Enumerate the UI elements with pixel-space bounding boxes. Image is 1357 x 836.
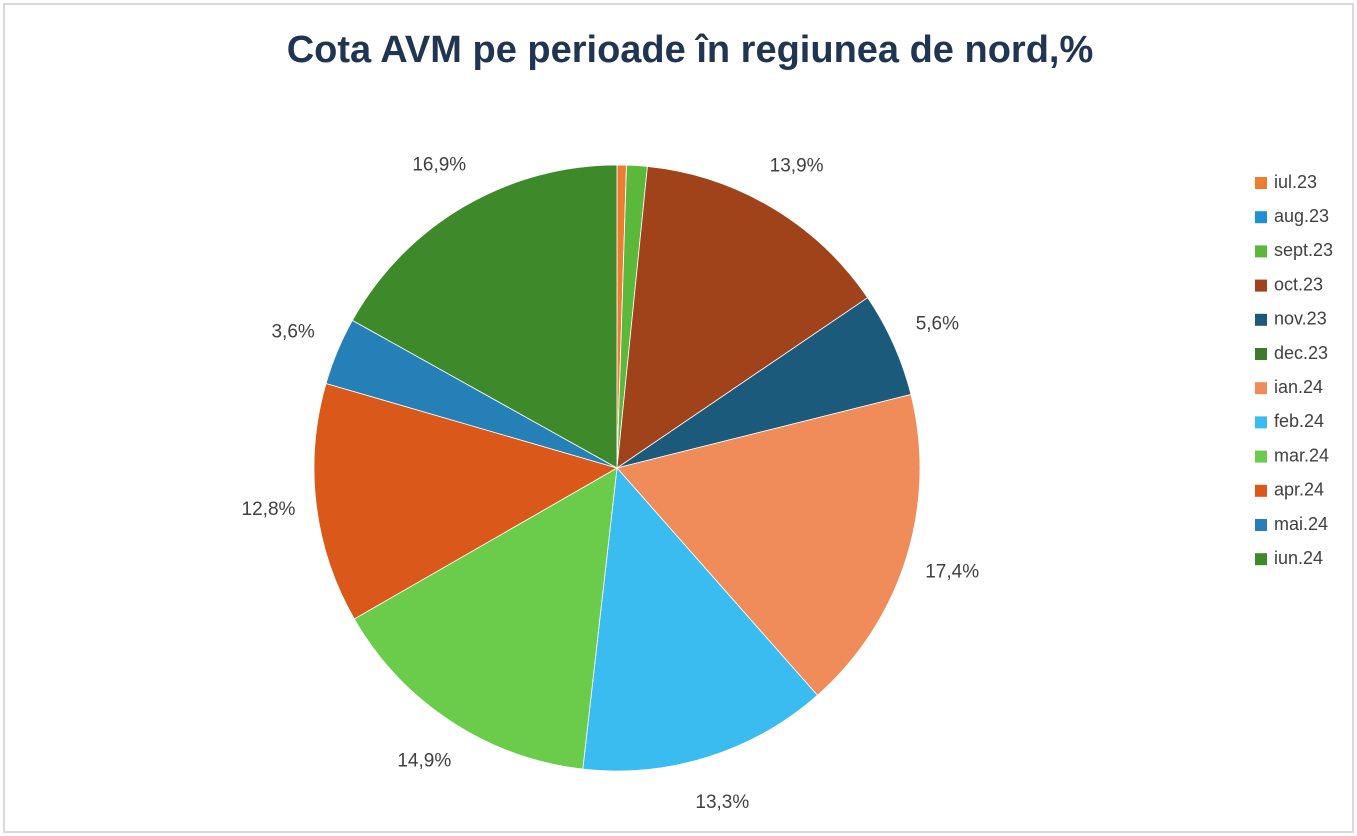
data-label: 13,9% — [770, 155, 824, 176]
data-label: 13,3% — [695, 792, 749, 813]
data-label: 12,8% — [242, 499, 296, 520]
legend-swatch — [1255, 313, 1267, 326]
legend-swatch — [1255, 382, 1267, 395]
legend-label: aug.23 — [1274, 206, 1329, 226]
data-label: 17,4% — [925, 561, 979, 582]
legend-label: ian.24 — [1274, 377, 1323, 397]
pie-slice — [313, 382, 619, 620]
pie-slice — [351, 164, 618, 469]
chart-title: Cota AVM pe perioade în regiunea de nord… — [287, 29, 1094, 71]
legend-label: feb.24 — [1274, 411, 1324, 431]
legend-swatch — [1255, 245, 1267, 258]
legend-label: iul.23 — [1274, 172, 1317, 192]
legend-label: oct.23 — [1274, 274, 1323, 294]
legend-label: mai.24 — [1274, 514, 1328, 534]
legend-swatch — [1255, 519, 1267, 531]
data-label: 3,6% — [271, 322, 314, 343]
legend-swatch — [1255, 416, 1267, 429]
legend-swatch — [1255, 450, 1267, 463]
legend-swatch — [1255, 177, 1267, 189]
legend-swatch — [1255, 211, 1267, 224]
legend-label: iun.24 — [1274, 548, 1323, 568]
legend-swatch — [1255, 553, 1267, 566]
pie-slice — [582, 467, 818, 772]
pie-slice — [616, 166, 869, 469]
pie-slice — [616, 394, 921, 696]
legend-label: nov.23 — [1274, 309, 1327, 329]
data-label: 16,9% — [412, 154, 466, 175]
legend-label: apr.24 — [1274, 480, 1324, 500]
data-label: 5,6% — [916, 314, 959, 335]
pie-slice — [353, 467, 618, 770]
data-label: 14,9% — [397, 750, 451, 771]
legend-label: sept.23 — [1274, 240, 1333, 260]
legend-swatch — [1255, 279, 1267, 292]
legend-swatch — [1255, 484, 1267, 497]
legend-swatch — [1255, 348, 1267, 360]
legend-label: mar.24 — [1274, 445, 1329, 465]
legend-label: dec.23 — [1274, 343, 1328, 363]
